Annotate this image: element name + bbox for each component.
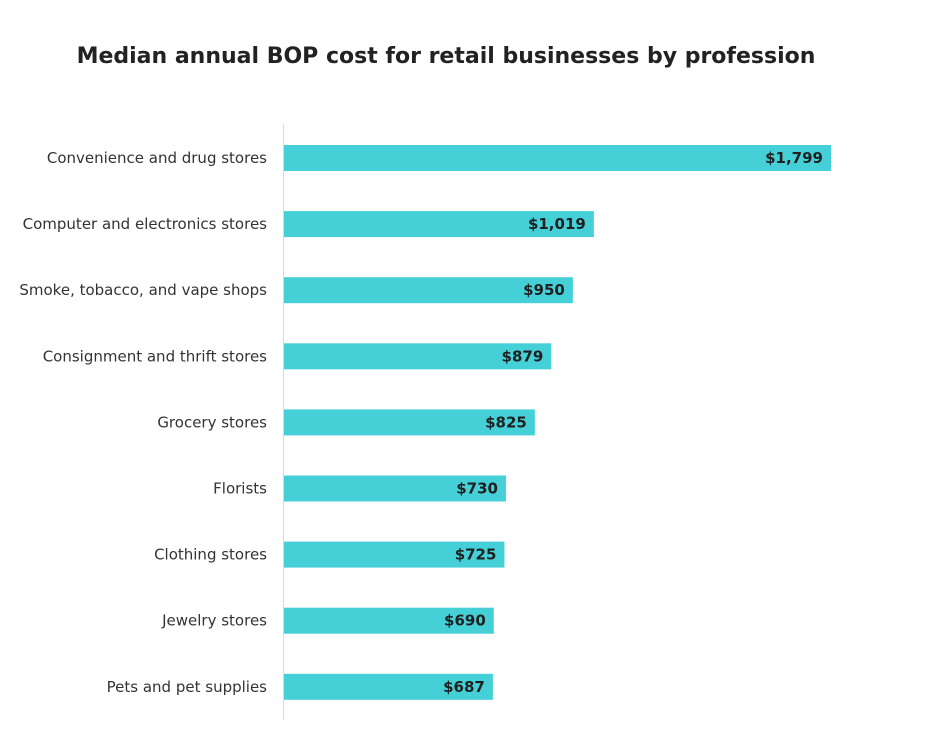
- bar: [284, 343, 552, 370]
- bar: [284, 475, 506, 502]
- category-label: Florists: [213, 480, 267, 498]
- data-label: $690: [444, 612, 486, 630]
- data-label: $825: [485, 413, 527, 431]
- bar: [284, 541, 505, 568]
- bar: [284, 145, 831, 171]
- category-label: Computer and electronics stores: [23, 215, 268, 233]
- category-label: Grocery stores: [157, 413, 267, 431]
- bar: [284, 409, 535, 436]
- data-label: $687: [443, 678, 485, 696]
- data-label: $730: [456, 480, 498, 498]
- category-label: Jewelry stores: [161, 612, 267, 630]
- bar: [284, 673, 493, 700]
- bar: [284, 211, 594, 238]
- bar: [284, 277, 573, 304]
- chart-title: Median annual BOP cost for retail busine…: [76, 44, 816, 69]
- data-label: $879: [502, 347, 544, 365]
- bar: [284, 607, 494, 634]
- data-label: $1,019: [528, 215, 586, 233]
- category-label: Pets and pet supplies: [107, 678, 268, 696]
- category-label: Convenience and drug stores: [47, 149, 267, 167]
- category-label: Smoke, tobacco, and vape shops: [19, 281, 267, 299]
- data-label: $725: [455, 546, 497, 564]
- data-label: $1,799: [765, 149, 823, 167]
- category-label: Consignment and thrift stores: [43, 347, 267, 365]
- data-label: $950: [523, 281, 565, 299]
- category-label: Clothing stores: [154, 546, 267, 564]
